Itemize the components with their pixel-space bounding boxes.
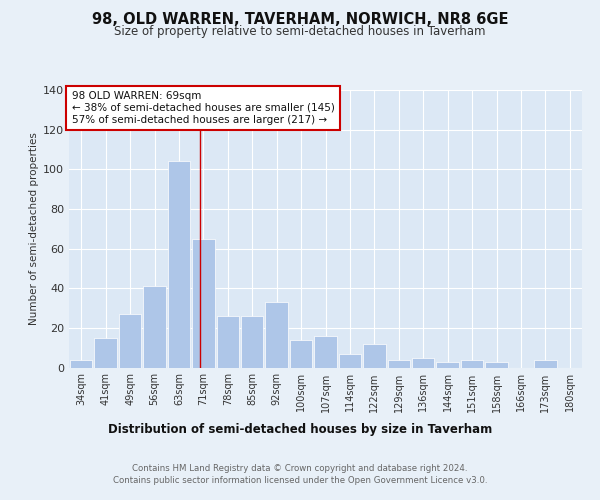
Bar [290,340,313,367]
Bar [338,354,361,368]
Text: Contains public sector information licensed under the Open Government Licence v3: Contains public sector information licen… [113,476,487,485]
Text: 98, OLD WARREN, TAVERHAM, NORWICH, NR8 6GE: 98, OLD WARREN, TAVERHAM, NORWICH, NR8 6… [92,12,508,28]
Bar [485,362,508,368]
Bar [70,360,92,368]
Bar [119,314,142,368]
Bar [363,344,386,367]
Text: Size of property relative to semi-detached houses in Taverham: Size of property relative to semi-detach… [114,25,486,38]
Text: Distribution of semi-detached houses by size in Taverham: Distribution of semi-detached houses by … [108,422,492,436]
Bar [461,360,484,368]
Bar [412,358,434,368]
Text: 98 OLD WARREN: 69sqm
← 38% of semi-detached houses are smaller (145)
57% of semi: 98 OLD WARREN: 69sqm ← 38% of semi-detac… [71,92,334,124]
Bar [436,362,459,368]
Bar [94,338,117,368]
Bar [388,360,410,368]
Bar [192,238,215,368]
Text: Contains HM Land Registry data © Crown copyright and database right 2024.: Contains HM Land Registry data © Crown c… [132,464,468,473]
Bar [265,302,288,368]
Bar [217,316,239,368]
Y-axis label: Number of semi-detached properties: Number of semi-detached properties [29,132,39,325]
Bar [534,360,557,368]
Bar [314,336,337,368]
Bar [143,286,166,368]
Bar [167,162,190,368]
Bar [241,316,263,368]
